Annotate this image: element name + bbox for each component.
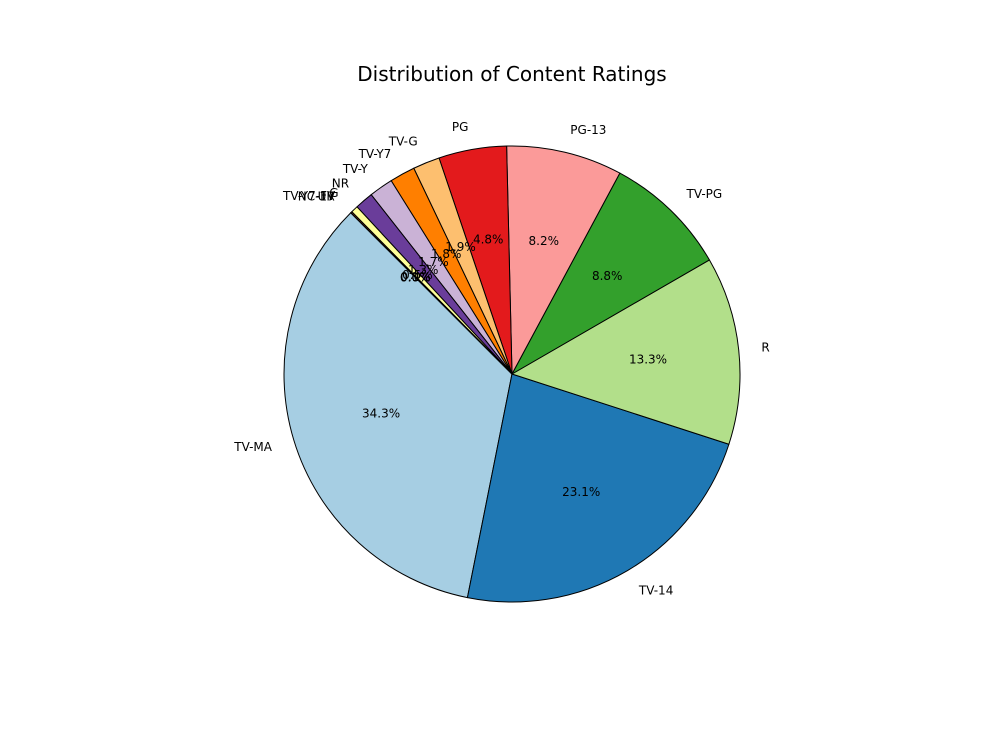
slice-percent-label: 1.9% bbox=[445, 240, 476, 254]
pie-percent-labels: 34.3% 23.1% 13.3% 8.8% 8.2% 4.8%1.9%1.8%1.7%1… bbox=[362, 232, 667, 499]
pie-slices bbox=[283, 145, 741, 603]
pie-slice bbox=[466, 373, 730, 603]
slice-percent-label: 0.5% bbox=[402, 268, 433, 282]
slice-label: PG bbox=[452, 120, 469, 134]
slice-label: G bbox=[329, 186, 338, 200]
slice-percent-label: 1.7% bbox=[418, 255, 449, 269]
slice-percent-label: 4.8% bbox=[473, 232, 504, 246]
slice-percent-label: 0.0% bbox=[400, 270, 431, 284]
slice-label: TV-MA bbox=[233, 440, 273, 454]
slice-label: TV-Y7-FV bbox=[282, 189, 336, 203]
slice-percent-label: 0.1% bbox=[400, 270, 431, 284]
pie-slice bbox=[350, 212, 513, 375]
pie-slice bbox=[511, 172, 710, 375]
slice-label: R bbox=[761, 341, 769, 355]
pie-labels: TV-MA TV-14 R TV-PG PG-13 PG TV-GTV-Y7TV-YNRGT… bbox=[233, 120, 769, 597]
slice-label: UR bbox=[318, 190, 335, 204]
slice-percent-label: 8.8% bbox=[592, 269, 623, 283]
slice-percent-label: 13.3% bbox=[629, 353, 667, 367]
slice-label: NC-17 bbox=[298, 190, 335, 204]
slice-percent-label: 34.3% bbox=[362, 407, 400, 421]
slice-label: TV-G bbox=[388, 135, 418, 149]
slice-percent-label: 0.0% bbox=[400, 270, 431, 284]
chart-title: Distribution of Content Ratings bbox=[357, 62, 666, 86]
slice-label: TV-14 bbox=[638, 583, 673, 597]
slice-label: TV-Y bbox=[342, 162, 369, 176]
slice-label: TV-PG bbox=[686, 187, 723, 201]
slice-label: TV-Y7 bbox=[358, 147, 392, 161]
slice-percent-label: 23.1% bbox=[562, 485, 600, 499]
pie-slice bbox=[506, 145, 621, 375]
pie-slice bbox=[283, 212, 513, 599]
pie-slice bbox=[511, 259, 741, 445]
slice-label: PG-13 bbox=[570, 123, 606, 137]
slice-percent-label: 1.8% bbox=[431, 247, 462, 261]
slice-percent-label: 8.2% bbox=[529, 234, 560, 248]
slice-label: NR bbox=[332, 176, 349, 190]
slice-percent-label: 1.3% bbox=[408, 263, 439, 277]
